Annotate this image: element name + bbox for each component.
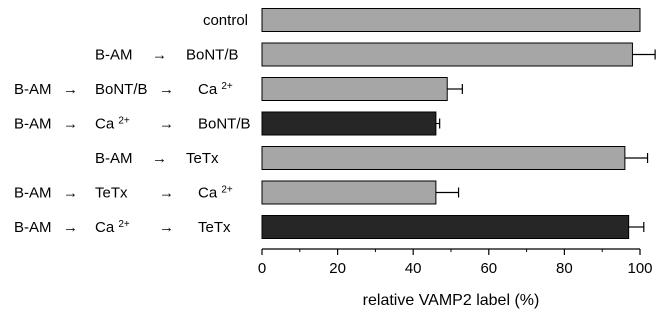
- category-label-0-step-0: control: [203, 12, 248, 29]
- arrow-glyph-5-0: →: [63, 185, 78, 202]
- error-bars: [435, 49, 656, 232]
- bar-1: [261, 42, 633, 67]
- label-charge: 2+: [221, 184, 233, 195]
- arrow-glyph-3-1: →: [159, 116, 174, 133]
- category-label-5-step-1: TeTx: [95, 185, 128, 202]
- bar-2: [261, 77, 448, 101]
- arrow-glyph-4-0: →: [152, 150, 167, 167]
- label-charge: 2+: [221, 81, 233, 92]
- label-ion: Ca: [198, 185, 221, 202]
- x-tick-label-1: 20: [329, 260, 346, 277]
- bar-0: [261, 8, 641, 32]
- category-label-3-step-0: B-AM: [14, 116, 52, 133]
- category-label-1-step-0: B-AM: [95, 47, 133, 64]
- x-tick-label-5: 100: [627, 260, 652, 277]
- arrow-glyph-1-0: →: [152, 47, 167, 64]
- category-label-5-step-0: B-AM: [14, 185, 52, 202]
- label-charge: 2+: [118, 219, 130, 230]
- category-label-6-step-2: TeTx: [198, 219, 231, 236]
- arrow-glyph-2-1: →: [159, 81, 174, 98]
- arrow-glyph-3-0: →: [63, 116, 78, 133]
- x-axis-label: relative VAMP2 label (%): [363, 292, 540, 309]
- label-ion: Ca: [95, 219, 118, 236]
- category-label-4-step-0: B-AM: [95, 150, 133, 167]
- x-tick-label-2: 40: [405, 260, 422, 277]
- arrow-glyph-6-1: →: [159, 219, 174, 236]
- category-label-3-step-2: BoNT/B: [198, 116, 251, 133]
- category-label-6-step-0: B-AM: [14, 219, 52, 236]
- x-tick-label-0: 0: [258, 260, 266, 277]
- category-label-3-step-1: Ca 2+: [95, 115, 130, 133]
- bars: [261, 8, 641, 239]
- label-ion: Ca: [95, 116, 118, 133]
- category-label-1-step-1: BoNT/B: [186, 47, 239, 64]
- category-label-2-step-0: B-AM: [14, 81, 52, 98]
- x-tick-label-4: 80: [556, 260, 573, 277]
- bar-3: [261, 111, 437, 136]
- bar-5: [261, 180, 437, 205]
- arrow-glyph-6-0: →: [63, 219, 78, 236]
- category-label-5-step-2: Ca 2+: [198, 184, 233, 202]
- bar-4: [261, 146, 626, 170]
- arrow-glyph-5-1: →: [159, 185, 174, 202]
- category-label-2-step-2: Ca 2+: [198, 81, 233, 99]
- label-charge: 2+: [118, 115, 130, 126]
- arrow-glyph-2-0: →: [63, 81, 78, 98]
- bar-6: [261, 215, 630, 239]
- x-tick-label-3: 60: [480, 260, 497, 277]
- label-ion: Ca: [198, 81, 221, 98]
- x-axis: 0 20 40 60 80 100: [258, 248, 653, 277]
- category-label-4-step-1: TeTx: [186, 150, 219, 167]
- category-label-6-step-1: Ca 2+: [95, 219, 130, 237]
- category-label-2-step-1: BoNT/B: [95, 81, 148, 98]
